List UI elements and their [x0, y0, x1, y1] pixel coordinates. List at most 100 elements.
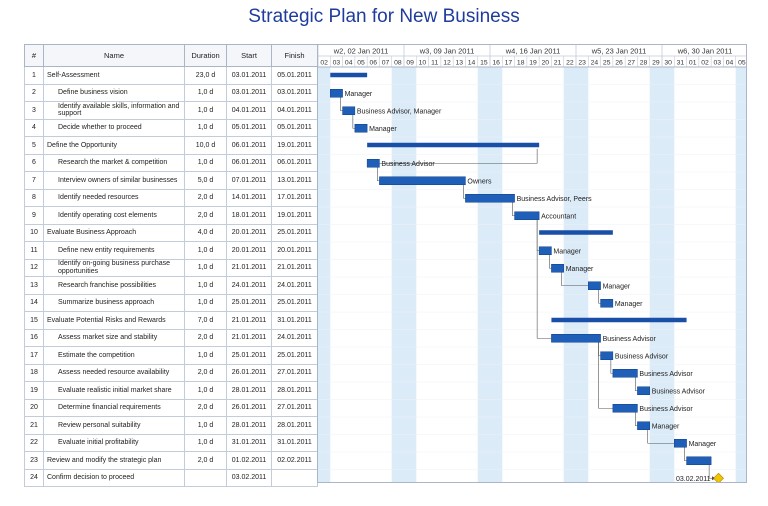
task-finish: 25.01.2011: [271, 346, 318, 365]
task-duration: 1,0 d: [184, 416, 227, 435]
table-row[interactable]: 11 Define new entity requirements 1,0 d 20.…: [24, 241, 318, 260]
day-label: 11: [431, 60, 438, 67]
task-duration: 1,0 d: [184, 241, 227, 260]
week-label: w3, 09 Jan 2011: [419, 47, 475, 56]
task-name: Identify operating cost elements: [43, 206, 185, 225]
task-bar[interactable]: [612, 369, 638, 378]
task-start: 26.01.2011: [226, 398, 272, 417]
task-bar[interactable]: [637, 386, 650, 395]
resource-label: Business Advisor: [615, 353, 669, 360]
day-label: 28: [640, 60, 648, 67]
task-bar[interactable]: [600, 351, 614, 360]
task-num: 23: [24, 451, 44, 470]
col-header-finish[interactable]: Finish: [271, 44, 318, 67]
resource-label: Manager: [652, 423, 680, 430]
day-label: 20: [542, 60, 550, 67]
table-row[interactable]: 5 Define the Opportunity 10,0 d 06.01.2011 1…: [24, 136, 318, 155]
table-row[interactable]: 10 Evaluate Business Approach 4,0 d 20.01.2…: [24, 223, 318, 242]
table-row[interactable]: 15 Evaluate Potential Risks and Rewards 7,…: [24, 311, 318, 330]
table-row[interactable]: 9 Identify operating cost elements 2,0 d 18…: [24, 206, 318, 225]
task-bar[interactable]: [612, 404, 638, 413]
table-row[interactable]: 14 Summarize business approach 1,0 d 25.01.…: [24, 293, 318, 312]
day-label: 30: [664, 60, 672, 67]
task-bar[interactable]: [514, 211, 540, 220]
task-bar[interactable]: [465, 194, 515, 203]
table-row[interactable]: 8 Identify needed resources 2,0 d 14.01.201…: [24, 188, 318, 207]
summary-bar[interactable]: [539, 230, 613, 235]
summary-bar[interactable]: [330, 72, 368, 78]
day-label: 26: [615, 60, 623, 67]
table-row[interactable]: 2 Define business vision 1,0 d 03.01.2011 03…: [24, 83, 318, 102]
gantt-chart: w2, 02 Jan 2011 w3, 09 Jan 2011 w4, 16 Jan…: [317, 44, 747, 483]
dependency-link: [708, 463, 713, 479]
table-row[interactable]: 3 Identify available skills, information …: [24, 101, 318, 120]
task-name: Evaluate realistic initial market share: [43, 381, 185, 400]
task-bar[interactable]: [538, 246, 552, 255]
table-row[interactable]: 17 Estimate the competition 1,0 d 25.01.201…: [24, 346, 318, 365]
day-label: 13: [456, 60, 464, 67]
summary-bar[interactable]: [367, 142, 540, 148]
task-start: 21.01.2011: [226, 311, 272, 330]
weekend-band: [563, 67, 576, 482]
table-row[interactable]: 7 Interview owners of similar businesses 5…: [24, 171, 318, 190]
col-header-duration[interactable]: Duration: [184, 44, 227, 67]
dependency-link: [647, 428, 676, 444]
task-num: 11: [24, 241, 44, 260]
task-num: 7: [24, 171, 44, 190]
task-num: 6: [24, 153, 44, 172]
table-row[interactable]: 22 Evaluate initial profitability 1,0 d 31.…: [24, 433, 318, 452]
task-start: 25.01.2011: [226, 346, 272, 365]
day-label: 19: [529, 60, 537, 67]
task-name: Research franchise possibilities: [43, 276, 185, 295]
task-finish: 31.01.2011: [271, 433, 318, 452]
task-bar[interactable]: [379, 176, 466, 185]
task-num: 2: [24, 83, 44, 102]
col-header-num[interactable]: #: [24, 44, 44, 67]
table-row[interactable]: 1 Self-Assessment 23,0 d 03.01.2011 05.01.20…: [24, 66, 318, 85]
task-bar[interactable]: [551, 334, 601, 343]
table-row[interactable]: 23 Review and modify the strategic plan 2,…: [24, 451, 318, 470]
task-bar[interactable]: [342, 106, 356, 115]
task-duration: 7,0 d: [184, 311, 227, 330]
task-bar[interactable]: [600, 299, 614, 308]
task-bar[interactable]: [686, 456, 712, 465]
table-row[interactable]: 18 Assess needed resource availability 2,0…: [24, 363, 318, 382]
weekend-band: [477, 67, 490, 482]
resource-label: Business Advisor: [603, 336, 657, 343]
task-finish: 05.01.2011: [271, 66, 318, 85]
resource-label: Manager: [689, 441, 717, 448]
task-finish: 27.01.2011: [271, 398, 318, 417]
col-header-start[interactable]: Start: [226, 44, 272, 67]
table-row[interactable]: 12 Identify on-going business purchase op…: [24, 258, 318, 277]
task-bar[interactable]: [551, 264, 564, 273]
table-row[interactable]: 24 Confirm decision to proceed 03.02.2011: [24, 468, 318, 487]
task-duration: 1,0 d: [184, 101, 227, 120]
day-label: 06: [370, 60, 378, 67]
milestone-diamond[interactable]: [713, 472, 724, 483]
day-label: 05: [357, 60, 365, 67]
task-finish: 24.01.2011: [271, 328, 318, 347]
task-name: Summarize business approach: [43, 293, 185, 312]
task-bar[interactable]: [588, 281, 601, 290]
task-bar[interactable]: [330, 89, 343, 98]
task-start: 01.02.2011: [226, 451, 272, 470]
table-row[interactable]: 21 Review personal suitability 1,0 d 28.01.…: [24, 416, 318, 435]
task-bar[interactable]: [354, 124, 368, 133]
task-bar[interactable]: [366, 159, 380, 168]
task-bar[interactable]: [674, 439, 687, 448]
task-name: Interview owners of similar businesses: [43, 171, 185, 190]
task-start: 20.01.2011: [226, 223, 272, 242]
day-label: 31: [677, 60, 685, 67]
table-row[interactable]: 4 Decide whether to proceed 1,0 d 05.01.201…: [24, 118, 318, 137]
table-row[interactable]: 19 Evaluate realistic initial market shar…: [24, 381, 318, 400]
summary-bar[interactable]: [551, 317, 687, 323]
milestone-date-label: 03.02.2011: [676, 476, 711, 483]
task-bar[interactable]: [637, 421, 650, 430]
col-header-name[interactable]: Name: [43, 44, 185, 67]
task-name: Estimate the competition: [43, 346, 185, 365]
task-name: Identify on-going business purchase oppo…: [43, 258, 185, 277]
